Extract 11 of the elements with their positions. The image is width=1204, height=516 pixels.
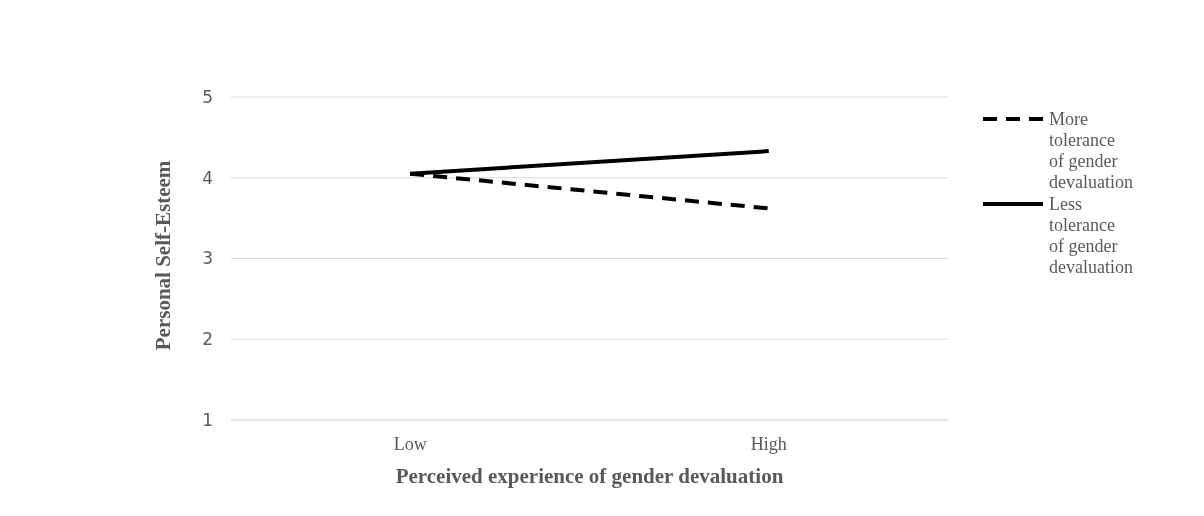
legend-label: Less tolerance of gender devaluation bbox=[1049, 194, 1133, 277]
y-tick-label: 3 bbox=[202, 248, 213, 269]
y-tick-label: 4 bbox=[202, 167, 213, 188]
legend-label: More tolerance of gender devaluation bbox=[1049, 109, 1133, 192]
y-axis-title: Personal Self-Esteem bbox=[151, 160, 175, 351]
y-tick-label: 5 bbox=[202, 86, 213, 107]
y-tick-label: 2 bbox=[202, 329, 213, 350]
x-tick-label: Low bbox=[393, 434, 427, 454]
x-tick-label: High bbox=[750, 434, 787, 454]
y-tick-label: 1 bbox=[202, 409, 213, 430]
x-axis-title: Perceived experience of gender devaluation bbox=[395, 464, 784, 488]
